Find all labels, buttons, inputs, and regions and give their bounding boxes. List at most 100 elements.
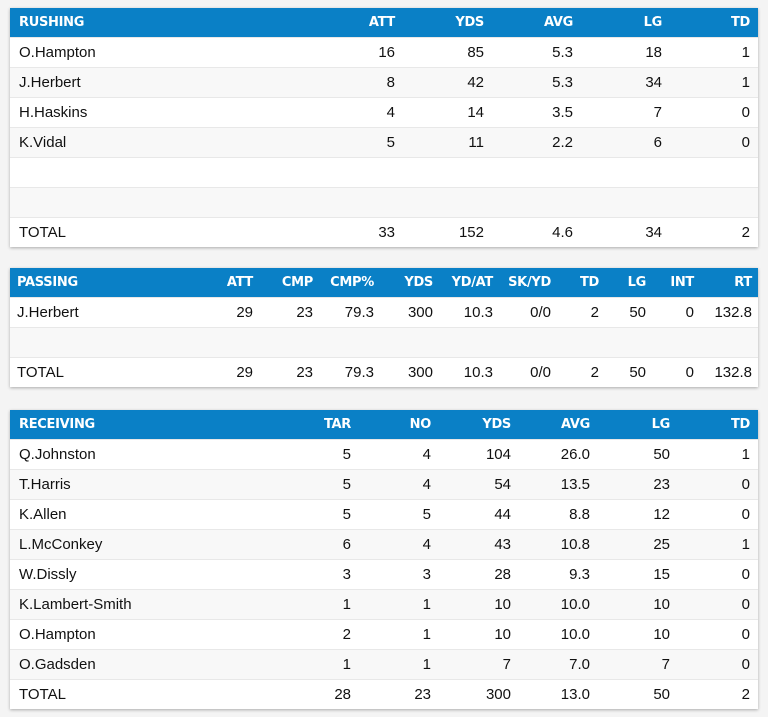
column-header: ATT xyxy=(314,8,403,38)
passing-card: PASSING ATT CMP CMP% YDS YD/AT SK/YD TD LG INT RT J… xyxy=(10,268,758,387)
stat-cell: 29 xyxy=(199,297,259,328)
stat-cell: 1 xyxy=(678,529,758,560)
player-name: TOTAL xyxy=(10,217,314,247)
column-header: CMP% xyxy=(319,268,380,298)
stat-cell xyxy=(403,157,492,188)
stat-cell: 43 xyxy=(439,529,519,560)
stat-cell xyxy=(314,157,403,188)
stat-cell: 10.0 xyxy=(519,589,598,620)
stat-cell: 0 xyxy=(678,499,758,530)
stat-cell: 5 xyxy=(279,439,359,470)
player-name: J.Herbert xyxy=(10,67,314,98)
receiving-header-row: RECEIVING TAR NO YDS AVG LG TD xyxy=(10,410,758,440)
stat-cell: 3 xyxy=(279,559,359,590)
column-header: LG xyxy=(605,268,652,298)
stat-cell: 0 xyxy=(652,357,700,387)
column-header: LG xyxy=(581,8,670,38)
stat-cell: 10.8 xyxy=(519,529,598,560)
column-header: TD xyxy=(678,410,758,440)
stat-cell: 79.3 xyxy=(319,357,380,387)
stat-cell xyxy=(439,327,499,358)
table-row xyxy=(10,327,758,358)
player-name: J.Herbert xyxy=(10,297,199,328)
stat-cell: 1 xyxy=(279,649,359,680)
player-name: Q.Johnston xyxy=(10,439,279,470)
stat-cell: 6 xyxy=(279,529,359,560)
stat-cell xyxy=(492,187,581,218)
stat-cell: 5.3 xyxy=(492,37,581,68)
column-header: RUSHING xyxy=(10,8,314,38)
stat-cell: 5 xyxy=(314,127,403,158)
stat-cell: 7 xyxy=(581,97,670,128)
stat-cell: 85 xyxy=(403,37,492,68)
stat-cell: 28 xyxy=(439,559,519,590)
stat-cell: 42 xyxy=(403,67,492,98)
table-row: Q.Johnston 5 4 104 26.0 50 1 xyxy=(10,439,758,470)
column-header: AVG xyxy=(492,8,581,38)
table-row: O.Hampton 2 1 10 10.0 10 0 xyxy=(10,619,758,650)
stat-cell xyxy=(199,327,259,358)
table-row: J.Herbert 8 42 5.3 34 1 xyxy=(10,67,758,98)
stat-cell: 5 xyxy=(279,499,359,530)
stat-cell: 0 xyxy=(670,127,758,158)
stat-cell: 152 xyxy=(403,217,492,247)
player-name: O.Gadsden xyxy=(10,649,279,680)
stat-cell: 13.5 xyxy=(519,469,598,500)
stat-cell: 0 xyxy=(678,559,758,590)
stat-cell: 0/0 xyxy=(499,297,557,328)
stat-cell xyxy=(492,157,581,188)
stat-cell: 1 xyxy=(359,619,439,650)
passing-table: PASSING ATT CMP CMP% YDS YD/AT SK/YD TD LG INT RT J… xyxy=(10,268,758,387)
stat-cell: 5.3 xyxy=(492,67,581,98)
column-header: TD xyxy=(557,268,605,298)
stat-cell: 4 xyxy=(359,439,439,470)
column-header: PASSING xyxy=(10,268,199,298)
column-header: INT xyxy=(652,268,700,298)
player-name: O.Hampton xyxy=(10,37,314,68)
player-name: H.Haskins xyxy=(10,97,314,128)
stat-cell: 26.0 xyxy=(519,439,598,470)
stat-cell: 50 xyxy=(598,679,678,709)
stat-cell: 5 xyxy=(279,469,359,500)
receiving-table: RECEIVING TAR NO YDS AVG LG TD Q.Johnston 5 4 104 2… xyxy=(10,410,758,709)
total-row: TOTAL 33 152 4.6 34 2 xyxy=(10,217,758,247)
stat-cell: 34 xyxy=(581,217,670,247)
stat-cell: 0/0 xyxy=(499,357,557,387)
stat-cell: 50 xyxy=(598,439,678,470)
stat-cell xyxy=(605,327,652,358)
passing-header-row: PASSING ATT CMP CMP% YDS YD/AT SK/YD TD LG INT RT xyxy=(10,268,758,298)
stat-cell: 0 xyxy=(678,589,758,620)
stat-cell: 1 xyxy=(279,589,359,620)
stat-cell: 14 xyxy=(403,97,492,128)
column-header: TD xyxy=(670,8,758,38)
stat-cell: 15 xyxy=(598,559,678,590)
stat-cell: 1 xyxy=(359,589,439,620)
stat-cell: 9.3 xyxy=(519,559,598,590)
stat-cell: 1 xyxy=(359,649,439,680)
stat-cell: 10.0 xyxy=(519,619,598,650)
stat-cell xyxy=(319,327,380,358)
stat-cell: 0 xyxy=(678,649,758,680)
stat-cell: 2 xyxy=(557,297,605,328)
column-header: NO xyxy=(359,410,439,440)
stat-cell: 2 xyxy=(678,679,758,709)
receiving-card: RECEIVING TAR NO YDS AVG LG TD Q.Johnston 5 4 104 2… xyxy=(10,410,758,709)
stat-cell: 50 xyxy=(605,297,652,328)
table-row: T.Harris 5 4 54 13.5 23 0 xyxy=(10,469,758,500)
player-name: L.McConkey xyxy=(10,529,279,560)
player-name: O.Hampton xyxy=(10,619,279,650)
stat-cell: 10.3 xyxy=(439,297,499,328)
total-row: TOTAL 28 23 300 13.0 50 2 xyxy=(10,679,758,709)
stat-cell: 8.8 xyxy=(519,499,598,530)
column-header: SK/YD xyxy=(499,268,557,298)
column-header: YDS xyxy=(439,410,519,440)
stat-cell: 16 xyxy=(314,37,403,68)
stat-cell: 300 xyxy=(439,679,519,709)
stat-cell: 23 xyxy=(598,469,678,500)
column-header: RECEIVING xyxy=(10,410,279,440)
player-name xyxy=(10,157,314,188)
stat-cell: 23 xyxy=(259,357,319,387)
player-name: TOTAL xyxy=(10,357,199,387)
stat-cell: 28 xyxy=(279,679,359,709)
stat-cell xyxy=(380,327,439,358)
